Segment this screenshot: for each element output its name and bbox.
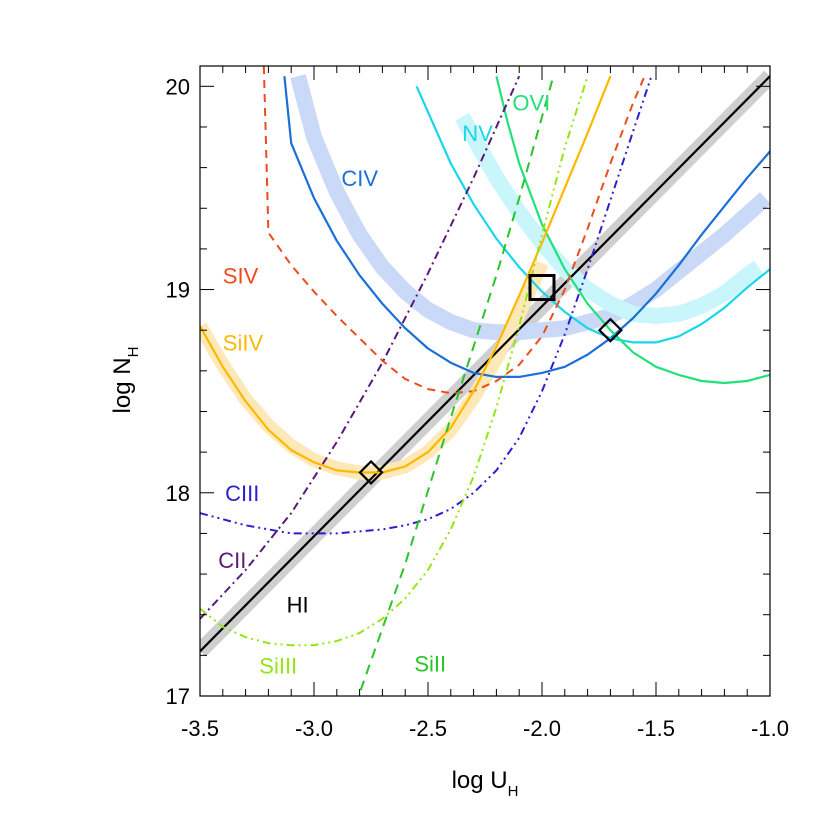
series-line-ovi <box>495 75 770 385</box>
series-line-nv <box>415 85 770 344</box>
series-label-nv: NV <box>462 121 493 146</box>
x-axis-title-sub: H <box>508 783 519 800</box>
series-layer <box>200 66 770 696</box>
series-line-siiii <box>200 75 589 647</box>
marker-square <box>528 274 556 302</box>
x-tick-label: -1.0 <box>751 716 789 741</box>
series-label-siiii: SiIII <box>259 654 297 679</box>
series-line-siv <box>262 66 646 395</box>
x-tick-label: -1.5 <box>637 716 675 741</box>
y-tick-label: 19 <box>166 278 190 303</box>
series-line-siii <box>357 75 555 696</box>
series-label-hi: HI <box>287 593 309 618</box>
x-tick-label: -2.0 <box>523 716 561 741</box>
y-tick-label: 20 <box>166 74 190 99</box>
series-line-civ <box>283 76 770 378</box>
series-label-siv: SIV <box>223 263 259 288</box>
series-line-ciii <box>200 75 653 535</box>
x-tick-label: -2.5 <box>409 716 447 741</box>
band-civ-band <box>290 74 770 341</box>
y-tick-label: 17 <box>166 684 190 709</box>
y-tick-label: 18 <box>166 481 190 506</box>
series-label-ciii: CIII <box>225 481 259 506</box>
marker-diamond-left <box>358 459 384 486</box>
series-label-siii: SiII <box>414 652 446 677</box>
labels-layer: CIV NV OVI SIV SiIV CIII CII HI SiIII SiII <box>218 91 550 679</box>
x-tick-label: -3.0 <box>295 716 333 741</box>
marker-diamond-right <box>597 317 623 343</box>
series-line-siiv <box>200 75 612 474</box>
ticks-layer <box>199 66 771 697</box>
x-axis-title: log UH <box>452 767 519 800</box>
markers-layer <box>358 274 623 486</box>
series-line-cii <box>200 75 521 620</box>
tick-labels-layer: -3.5 -3.0 -2.5 -2.0 -1.5 -1.0 17 18 19 20 <box>166 74 789 741</box>
x-tick-label: -3.5 <box>181 716 219 741</box>
series-label-ovi: OVI <box>512 91 550 116</box>
plot-frame <box>199 65 771 697</box>
y-axis-title-sub: H <box>125 347 142 358</box>
series-label-siiv: SiIV <box>223 331 264 356</box>
band-nv-band <box>455 112 764 324</box>
y-axis-title-main: log N <box>109 357 136 413</box>
series-label-cii: CII <box>218 548 246 573</box>
series-line-hi <box>200 75 770 653</box>
series-label-civ: CIV <box>341 166 378 191</box>
y-axis-title: log NH <box>109 347 142 414</box>
x-axis-title-main: log U <box>452 767 508 794</box>
